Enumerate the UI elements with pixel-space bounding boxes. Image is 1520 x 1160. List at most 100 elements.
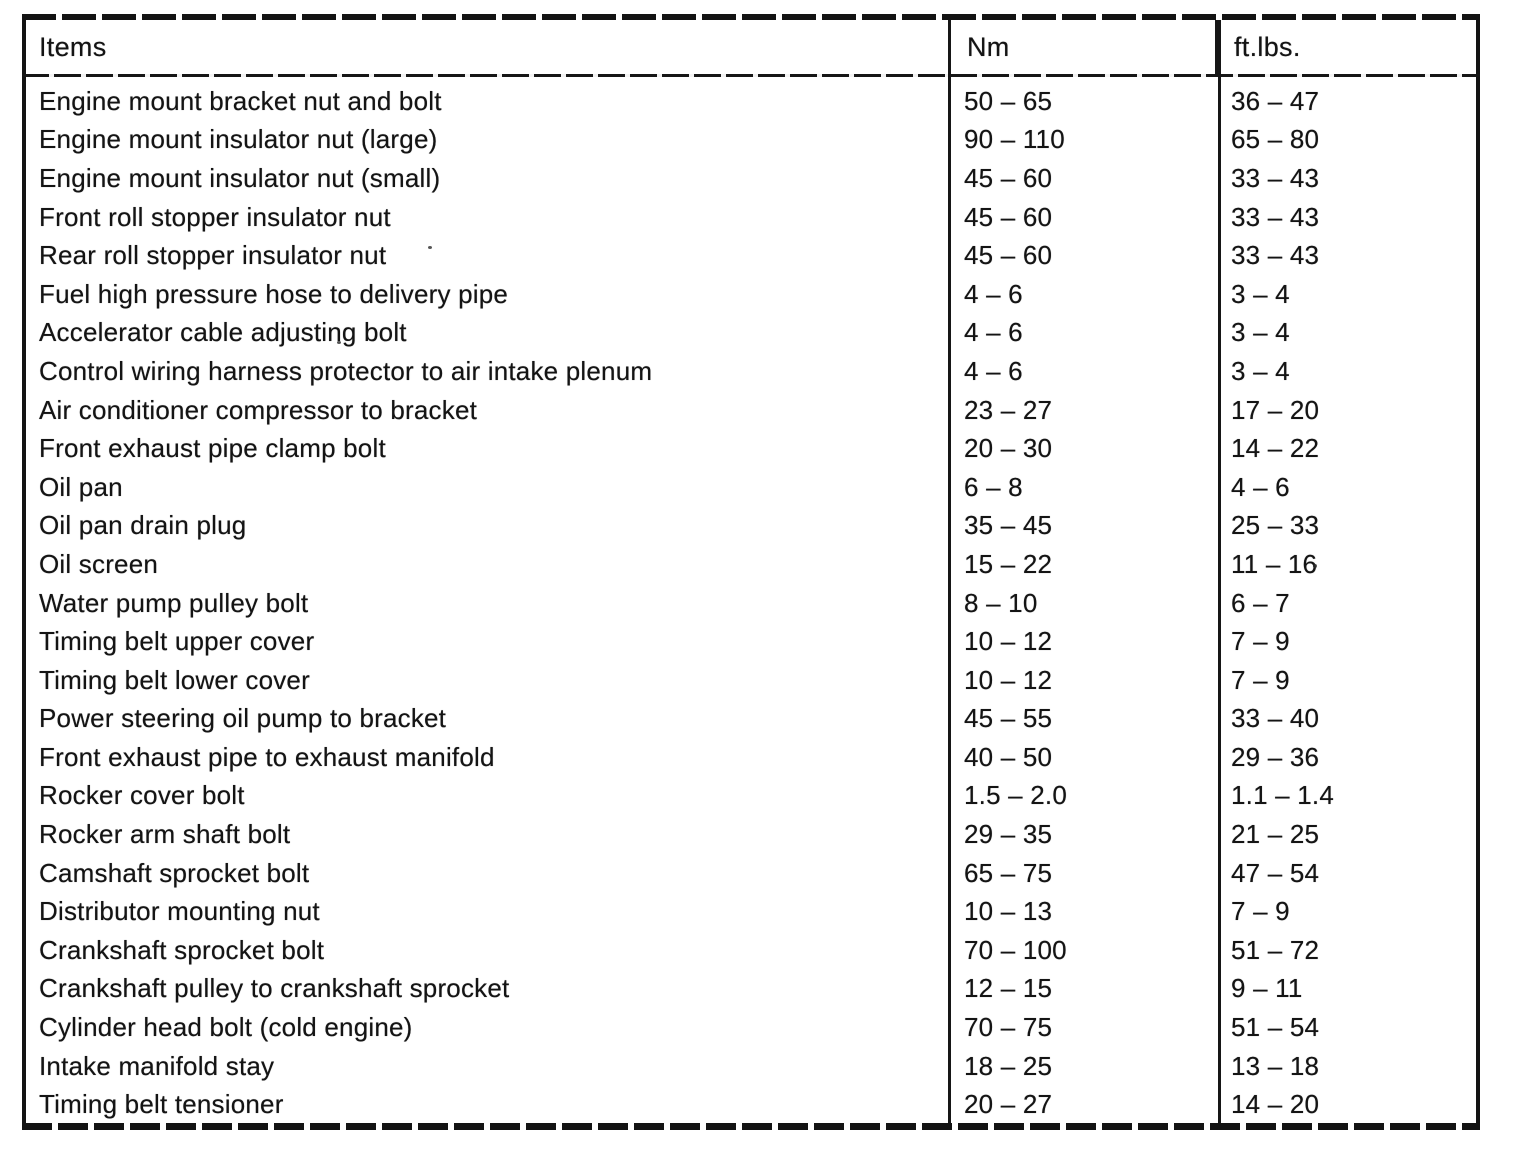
item-cell: Accelerator cable adjusting bolt	[39, 317, 407, 348]
ftlbs-cell: 6 – 7	[1231, 587, 1290, 618]
scan-artifact	[428, 246, 432, 249]
table-row: Rocker cover bolt 1.5 – 2.0 1.1 – 1.4	[26, 777, 1476, 816]
table-row: Timing belt lower cover 10 – 12 7 – 9	[26, 661, 1476, 700]
ftlbs-cell: 33 – 43	[1231, 240, 1320, 271]
table-row: Cylinder head bolt (cold engine) 70 – 75…	[26, 1008, 1476, 1047]
column-header-nm: Nm	[948, 20, 1215, 74]
table-row: Front exhaust pipe clamp bolt 20 – 30 14…	[26, 429, 1476, 468]
table-row: Oil screen 15 – 22 11 – 16	[26, 545, 1476, 584]
ftlbs-cell: 36 – 47	[1231, 85, 1320, 116]
item-cell: Intake manifold stay	[39, 1050, 275, 1081]
table-row: Timing belt tensioner 20 – 27 14 – 20	[26, 1085, 1476, 1124]
nm-cell: 4 – 6	[964, 355, 1023, 386]
nm-cell: 6 – 8	[964, 471, 1023, 502]
item-cell: Crankshaft pulley to crankshaft sprocket	[39, 973, 510, 1004]
item-cell: Engine mount insulator nut (small)	[39, 162, 441, 193]
nm-cell: 10 – 13	[964, 896, 1053, 927]
nm-cell: 35 – 45	[964, 510, 1053, 541]
nm-cell: 10 – 12	[964, 626, 1053, 657]
item-cell: Fuel high pressure hose to delivery pipe	[39, 278, 509, 309]
ftlbs-cell: 17 – 20	[1231, 394, 1320, 425]
ftlbs-cell: 21 – 25	[1231, 819, 1320, 850]
ftlbs-cell: 33 – 43	[1231, 201, 1320, 232]
nm-cell: 20 – 30	[964, 433, 1053, 464]
table-row: Front roll stopper insulator nut 45 – 60…	[26, 198, 1476, 237]
column-divider-2	[1218, 20, 1221, 1123]
ftlbs-cell: 7 – 9	[1231, 664, 1290, 695]
item-cell: Distributor mounting nut	[39, 896, 320, 927]
column-header-items: Items	[39, 31, 107, 62]
nm-cell: 40 – 50	[964, 741, 1053, 772]
nm-cell: 45 – 55	[964, 703, 1053, 734]
table-bottom-border	[22, 1123, 1480, 1130]
table-row: Fuel high pressure hose to delivery pipe…	[26, 275, 1476, 314]
nm-cell: 15 – 22	[964, 548, 1053, 579]
table-row: Oil pan 6 – 8 4 – 6	[26, 468, 1476, 507]
nm-cell: 70 – 75	[964, 1012, 1053, 1043]
table-header-row: Items Nm ft.lbs.	[22, 20, 1480, 77]
item-cell: Oil pan	[39, 471, 123, 502]
nm-cell: 90 – 110	[964, 124, 1065, 155]
nm-cell: 65 – 75	[964, 857, 1053, 888]
ftlbs-cell: 7 – 9	[1231, 626, 1290, 657]
item-cell: Timing belt lower cover	[39, 664, 310, 695]
scan-artifact	[337, 341, 341, 344]
item-cell: Water pump pulley bolt	[39, 587, 309, 618]
item-cell: Air conditioner compressor to bracket	[39, 394, 478, 425]
table-row: Oil pan drain plug 35 – 45 25 – 33	[26, 507, 1476, 546]
item-cell: Engine mount bracket nut and bolt	[39, 85, 442, 116]
nm-cell: 45 – 60	[964, 240, 1053, 271]
ftlbs-cell: 1.1 – 1.4	[1231, 780, 1334, 811]
ftlbs-cell: 25 – 33	[1231, 510, 1320, 541]
ftlbs-cell: 13 – 18	[1231, 1050, 1320, 1081]
ftlbs-cell: 3 – 4	[1231, 278, 1290, 309]
ftlbs-cell: 51 – 54	[1231, 1012, 1320, 1043]
table-row: Accelerator cable adjusting bolt 4 – 6 3…	[26, 314, 1476, 353]
ftlbs-cell: 4 – 6	[1231, 471, 1290, 502]
table-row: Engine mount insulator nut (large) 90 – …	[26, 121, 1476, 160]
table-row: Power steering oil pump to bracket 45 – …	[26, 700, 1476, 739]
table-row: Air conditioner compressor to bracket 23…	[26, 391, 1476, 430]
item-cell: Oil screen	[39, 548, 159, 579]
table-row: Crankshaft sprocket bolt 70 – 100 51 – 7…	[26, 931, 1476, 970]
nm-cell: 23 – 27	[964, 394, 1053, 425]
column-divider-1	[948, 20, 951, 1123]
nm-cell: 8 – 10	[964, 587, 1038, 618]
ftlbs-cell: 33 – 43	[1231, 162, 1320, 193]
item-cell: Control wiring harness protector to air …	[39, 355, 653, 386]
nm-cell: 29 – 35	[964, 819, 1053, 850]
table-row: Rear roll stopper insulator nut 45 – 60 …	[26, 236, 1476, 275]
nm-cell: 70 – 100	[964, 934, 1067, 965]
nm-cell: 4 – 6	[964, 278, 1023, 309]
ftlbs-cell: 3 – 4	[1231, 317, 1290, 348]
ftlbs-cell: 14 – 22	[1231, 433, 1320, 464]
nm-cell: 12 – 15	[964, 973, 1053, 1004]
table-row: Intake manifold stay 18 – 25 13 – 18	[26, 1047, 1476, 1086]
ftlbs-cell: 65 – 80	[1231, 124, 1320, 155]
item-cell: Front roll stopper insulator nut	[39, 201, 391, 232]
nm-cell: 4 – 6	[964, 317, 1023, 348]
item-cell: Engine mount insulator nut (large)	[39, 124, 438, 155]
ftlbs-cell: 9 – 11	[1231, 973, 1303, 1004]
table-row: Front exhaust pipe to exhaust manifold 4…	[26, 738, 1476, 777]
ftlbs-cell: 51 – 72	[1231, 934, 1320, 965]
item-cell: Oil pan drain plug	[39, 510, 247, 541]
table-row: Control wiring harness protector to air …	[26, 352, 1476, 391]
table-row: Timing belt upper cover 10 – 12 7 – 9	[26, 622, 1476, 661]
nm-cell: 45 – 60	[964, 162, 1053, 193]
table-row: Distributor mounting nut 10 – 13 7 – 9	[26, 892, 1476, 931]
item-cell: Timing belt upper cover	[39, 626, 315, 657]
item-cell: Cylinder head bolt (cold engine)	[39, 1012, 413, 1043]
ftlbs-cell: 7 – 9	[1231, 896, 1290, 927]
table-row: Camshaft sprocket bolt 65 – 75 47 – 54	[26, 854, 1476, 893]
ftlbs-cell: 11 – 16	[1231, 548, 1318, 579]
nm-cell: 20 – 27	[964, 1089, 1053, 1120]
nm-cell: 10 – 12	[964, 664, 1053, 695]
ftlbs-cell: 14 – 20	[1231, 1089, 1320, 1120]
item-cell: Rear roll stopper insulator nut	[39, 240, 387, 271]
column-header-ftlbs: ft.lbs.	[1215, 20, 1476, 74]
ftlbs-cell: 33 – 40	[1231, 703, 1320, 734]
table-row: Engine mount bracket nut and bolt 50 – 6…	[26, 82, 1476, 121]
table-row: Engine mount insulator nut (small) 45 – …	[26, 159, 1476, 198]
item-cell: Crankshaft sprocket bolt	[39, 934, 325, 965]
